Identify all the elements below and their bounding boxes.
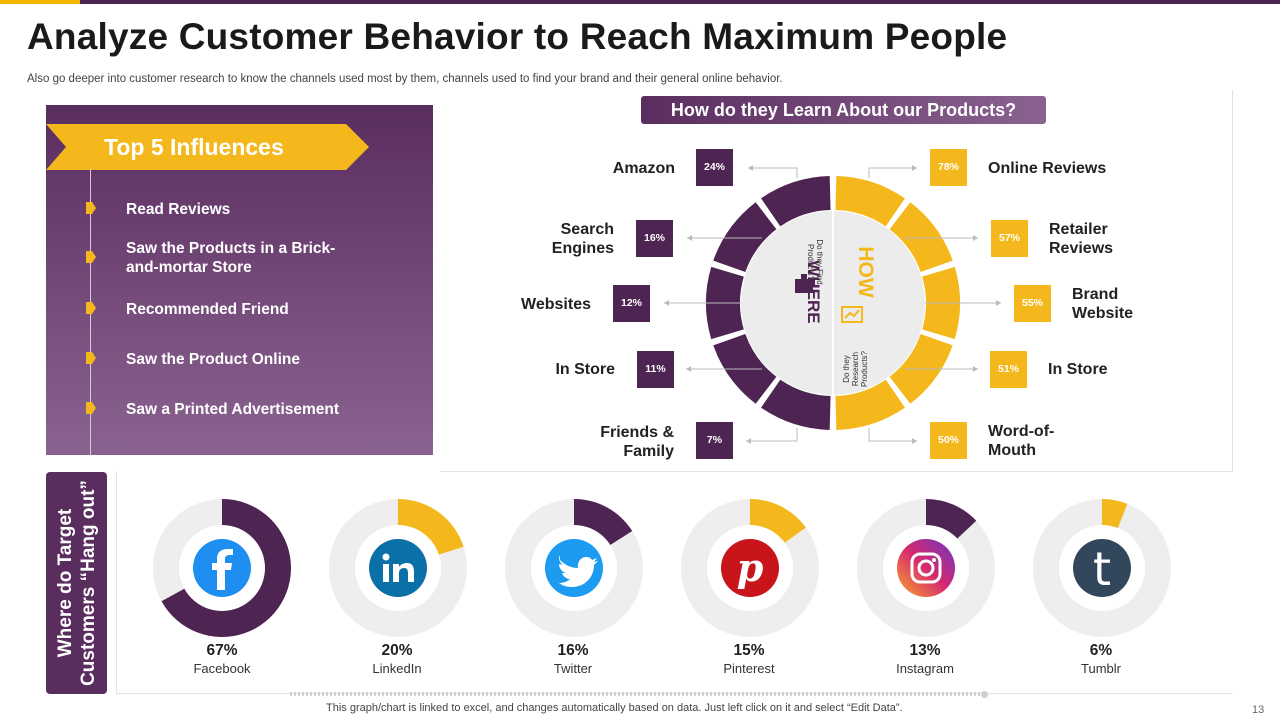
- where-label-amazon: Amazon: [612, 160, 675, 177]
- influences-banner: [46, 124, 369, 170]
- where-value-search-engines: 16%: [636, 220, 673, 257]
- bullet-arrow-icon: [86, 402, 96, 414]
- pinterest-icon: p: [721, 539, 779, 597]
- social-value-twitter: 16%: [557, 642, 589, 659]
- influence-text: Saw a Printed Advertisement: [126, 401, 340, 418]
- research-chart-icon: [841, 306, 863, 323]
- tumblr-icon: t: [1073, 539, 1131, 597]
- linkedin-icon: [369, 539, 427, 597]
- connector-arrowhead: [912, 165, 917, 171]
- connector-arrowhead: [912, 438, 917, 444]
- where-donut-segment: [761, 379, 831, 430]
- where-label-in-store: In Store: [555, 361, 615, 378]
- where-label-search-engines: Search Engines: [551, 221, 614, 257]
- influence-text: Read Reviews: [126, 201, 231, 218]
- connector-line: [746, 428, 798, 442]
- where-box-icon: [795, 274, 813, 293]
- where-value-in-store: 11%: [637, 351, 674, 388]
- bullet-arrow-icon: [86, 352, 96, 364]
- facebook-icon: [193, 539, 251, 597]
- how-value-word-of-mouth: 50%: [930, 422, 967, 459]
- social-name-twitter: Twitter: [553, 661, 593, 676]
- where-value-amazon: 24%: [696, 149, 733, 186]
- social-value-facebook: 67%: [206, 642, 238, 659]
- hangout-tab: [46, 472, 107, 694]
- instagram-icon: [897, 539, 955, 597]
- where-value-friends-family: 7%: [696, 422, 733, 459]
- how-donut-segment: [835, 176, 905, 227]
- how-label-brand-website: Brand Website: [1072, 286, 1134, 322]
- footer-divider: [290, 692, 985, 696]
- social-name-facebook: Facebook: [193, 661, 251, 676]
- social-name-pinterest: Pinterest: [723, 661, 775, 676]
- connector-arrowhead: [973, 366, 978, 372]
- connector-arrowhead: [973, 235, 978, 241]
- where-value-websites: 12%: [613, 285, 650, 322]
- social-value-instagram: 13%: [909, 642, 941, 659]
- how-value-retailer-reviews: 57%: [991, 220, 1028, 257]
- connector-arrowhead: [686, 366, 691, 372]
- where-donut-segment: [761, 176, 831, 227]
- where-label-websites: Websites: [521, 296, 591, 313]
- twitter-icon: [545, 539, 603, 597]
- bullet-arrow-icon: [86, 202, 96, 214]
- connector-arrowhead: [687, 235, 692, 241]
- page-number: 13: [1252, 704, 1265, 716]
- how-value-brand-website: 55%: [1014, 285, 1051, 322]
- social-name-tumblr: Tumblr: [1081, 661, 1121, 676]
- social-name-instagram: Instagram: [896, 661, 954, 676]
- social-value-pinterest: 15%: [733, 642, 765, 659]
- connector-arrowhead: [748, 165, 753, 171]
- connector-line: [868, 167, 917, 178]
- where-label-friends-family: Friends & Family: [600, 424, 674, 460]
- how-value-in-store: 51%: [990, 351, 1027, 388]
- learn-header: How do they Learn About our Products?: [641, 96, 1046, 124]
- social-name-linkedin: LinkedIn: [372, 661, 422, 676]
- bullet-arrow-icon: [86, 302, 96, 314]
- connector-arrowhead: [746, 438, 751, 444]
- social-value-linkedin: 20%: [381, 642, 413, 659]
- donut-divider: [832, 188, 834, 428]
- connector-arrowhead: [664, 300, 669, 306]
- connector-line: [868, 428, 917, 442]
- how-donut-segment: [889, 202, 953, 272]
- learn-frame: [440, 90, 1233, 472]
- top-bar-accent: [0, 0, 80, 4]
- how-word: HOW: [854, 246, 877, 298]
- footer-note: This graph/chart is linked to excel, and…: [326, 702, 903, 714]
- bullet-arrow-icon: [86, 251, 96, 263]
- footer-divider-end: [981, 691, 988, 698]
- social-value-tumblr: 6%: [1089, 642, 1113, 659]
- where-word: WHERE: [804, 260, 823, 323]
- how-value-online-reviews: 78%: [930, 149, 967, 186]
- how-label-in-store: In Store: [1048, 361, 1108, 378]
- influence-text: Saw the Products in a Brick-and-mortar S…: [126, 240, 336, 276]
- svg-text:p: p: [737, 545, 764, 590]
- where-donut-segment: [713, 202, 777, 272]
- connector-line: [748, 167, 798, 178]
- influences-heading: Top 5 Influences: [104, 134, 284, 160]
- how-label-online-reviews: Online Reviews: [988, 160, 1107, 177]
- page-title: Analyze Customer Behavior to Reach Maxim…: [27, 16, 1008, 57]
- how-label-word-of-mouth: Word-of-Mouth: [988, 423, 1055, 459]
- influence-text: Saw the Product Online: [126, 351, 300, 368]
- page-subtitle: Also go deeper into customer research to…: [27, 73, 783, 85]
- top-bar: [0, 0, 1280, 4]
- how-donut-segment: [835, 379, 905, 430]
- connector-arrowhead: [996, 300, 1001, 306]
- how-label-retailer-reviews: Retailer Reviews: [1049, 221, 1114, 257]
- influences-panel: Top 5 Influences Read Reviews Saw the Pr…: [46, 105, 433, 455]
- influence-text: Recommended Friend: [126, 301, 289, 318]
- svg-text:t: t: [1093, 542, 1111, 596]
